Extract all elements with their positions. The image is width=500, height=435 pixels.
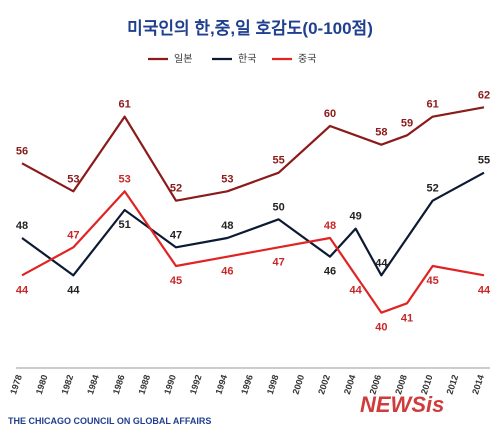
data-label-series-3: 44 xyxy=(350,284,363,296)
legend-label-3: 중국 xyxy=(298,53,316,65)
data-label-series-3: 44 xyxy=(478,284,491,296)
series-line-1 xyxy=(21,106,485,202)
data-label-series-1: 55 xyxy=(273,155,285,167)
data-label-series-1: 53 xyxy=(221,173,233,185)
data-label-series-1: 62 xyxy=(478,89,490,101)
data-label-series-2: 48 xyxy=(16,220,28,232)
legend-label-1: 일본 xyxy=(174,53,192,65)
x-tick-label: 2004 xyxy=(342,374,358,396)
chart-title: 미국인의 한,중,일 호감도(0-100점) xyxy=(127,19,373,38)
data-label-series-1: 61 xyxy=(119,99,131,111)
data-label-series-1: 59 xyxy=(401,117,413,129)
data-label-series-3: 44 xyxy=(16,284,29,296)
x-tick-label: 2000 xyxy=(291,374,307,396)
x-tick-label: 1994 xyxy=(214,374,230,396)
x-tick-label: 1978 xyxy=(8,374,24,396)
x-tick-label: 1988 xyxy=(137,374,153,396)
source-text: THE CHICAGO COUNCIL ON GLOBAL AFFAIRS xyxy=(8,416,211,426)
data-label-series-3: 45 xyxy=(170,275,182,287)
data-label-series-1: 53 xyxy=(67,173,79,185)
data-label-series-2: 44 xyxy=(67,284,80,296)
data-label-series-3: 46 xyxy=(221,266,233,278)
data-label-series-3: 48 xyxy=(324,220,336,232)
data-label-series-1: 61 xyxy=(427,99,439,111)
data-label-series-1: 60 xyxy=(324,108,336,120)
data-label-series-2: 49 xyxy=(350,211,362,223)
x-tick-label: 1986 xyxy=(111,374,127,396)
x-axis: 1978 1980 1982 1984 1986 1988 1990 1992 1994 1996… xyxy=(8,367,490,396)
x-tick-label: 1998 xyxy=(265,374,281,396)
data-label-series-2: 48 xyxy=(221,220,233,232)
data-label-series-3: 41 xyxy=(401,312,413,324)
data-label-series-2: 51 xyxy=(119,219,131,231)
series-line-3 xyxy=(21,190,485,314)
x-tick-label: 1996 xyxy=(239,374,255,396)
data-label-series-2: 50 xyxy=(273,201,285,213)
data-label-series-2: 55 xyxy=(478,155,490,167)
x-tick-label: 1982 xyxy=(60,374,76,396)
x-tick-label: 2012 xyxy=(445,374,461,396)
data-label-series-3: 40 xyxy=(375,322,387,334)
x-tick-label: 1984 xyxy=(85,374,101,396)
watermark-logo: NEWSis xyxy=(360,392,444,417)
x-tick-label: 2002 xyxy=(316,374,332,396)
data-label-series-2: 52 xyxy=(427,183,439,195)
data-label-series-1: 56 xyxy=(16,145,28,157)
x-tick-label: 1980 xyxy=(34,374,50,396)
data-label-series-2: 46 xyxy=(324,266,336,278)
data-label-series-2: 47 xyxy=(170,229,182,241)
data-label-series-1: 58 xyxy=(375,127,387,139)
x-tick-label: 1992 xyxy=(188,374,204,396)
data-label-series-2: 44 xyxy=(375,257,388,269)
data-label-series-3: 53 xyxy=(119,173,131,185)
data-label-series-3: 45 xyxy=(427,275,439,287)
x-tick-label: 1990 xyxy=(162,374,178,396)
x-tick-label: 2014 xyxy=(470,374,486,396)
data-label-series-1: 52 xyxy=(170,183,182,195)
legend-label-2: 한국 xyxy=(238,53,256,65)
data-label-series-3: 47 xyxy=(67,229,79,241)
data-label-series-3: 47 xyxy=(273,256,285,268)
series-line-2 xyxy=(21,171,485,277)
plot-area: 56 53 61 52 53 55 60 58 59 61 62 48 44 51 47 48 50 46 49 44… xyxy=(16,89,491,333)
legend: 일본 한국 중국 xyxy=(148,53,316,65)
